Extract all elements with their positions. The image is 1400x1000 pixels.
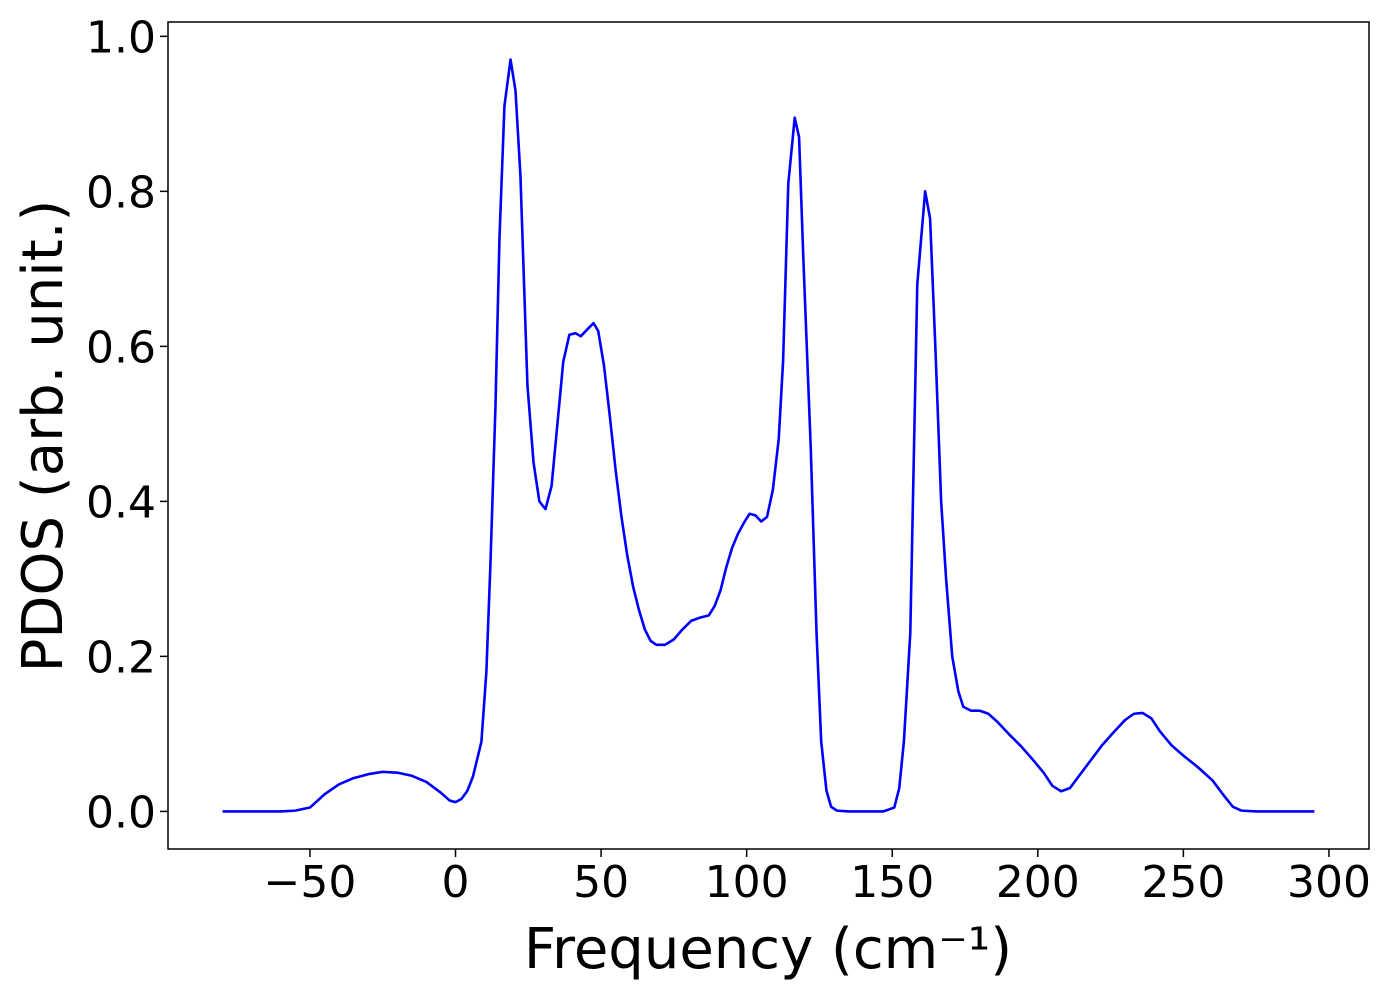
y-tick-label: 0.2 [86, 632, 156, 683]
x-tick-label: 200 [996, 857, 1080, 908]
x-axis-label: Frequency (cm⁻¹) [524, 917, 1012, 982]
y-axis-label: PDOS (arb. unit.) [11, 200, 76, 673]
y-tick-label: 0.4 [86, 477, 156, 528]
x-tick-label: 150 [850, 857, 934, 908]
x-tick-label: 250 [1141, 857, 1225, 908]
x-tick-label: −50 [264, 857, 357, 908]
y-tick-label: 0.6 [86, 322, 156, 373]
x-tick-label: 50 [573, 857, 629, 908]
x-tick-label: 0 [442, 857, 470, 908]
x-tick-label: 300 [1287, 857, 1371, 908]
y-tick-label: 1.0 [86, 12, 156, 63]
data-line [222, 58, 1315, 813]
y-tick-label: 0.0 [86, 787, 156, 838]
x-tick-label: 100 [705, 857, 789, 908]
y-tick-label: 0.8 [86, 167, 156, 218]
plot-frame [167, 21, 1370, 850]
